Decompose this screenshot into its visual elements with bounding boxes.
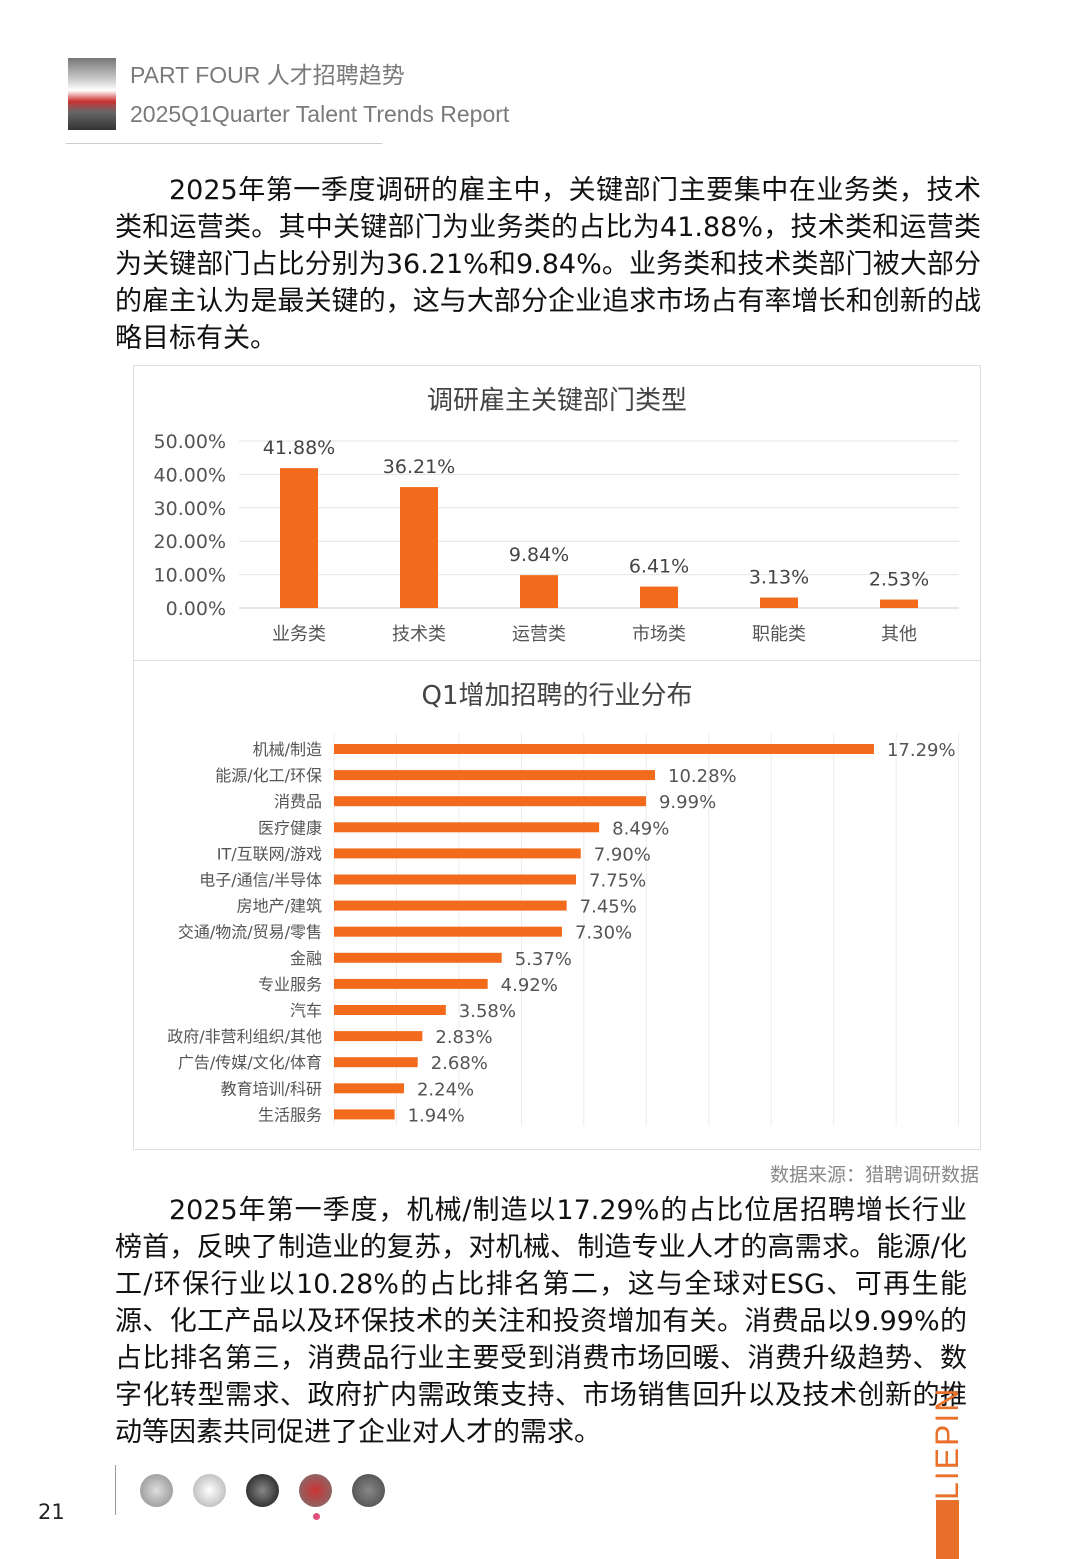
bar-4: [760, 597, 798, 608]
x-tick-label: 业务类: [272, 624, 326, 645]
data-label: 3.13%: [749, 567, 809, 589]
data-label: 7.30%: [575, 923, 632, 944]
bar-12: [334, 1057, 418, 1068]
section-title: PART FOUR 人才招聘趋势: [130, 62, 405, 88]
category-label: 金融: [290, 949, 322, 968]
data-label: 2.68%: [431, 1053, 488, 1074]
brand-accent-bar: [936, 1500, 959, 1559]
data-label: 4.92%: [501, 975, 558, 996]
bar-2: [520, 575, 558, 608]
bar-14: [334, 1109, 395, 1120]
x-tick-label: 其他: [881, 624, 917, 645]
analysis-paragraph: 2025年第一季度，机械/制造以17.29%的占比位居招聘增长行业榜首，反映了制…: [115, 1195, 967, 1448]
bar-11: [334, 1031, 423, 1042]
data-label: 5.37%: [515, 949, 572, 970]
page-number: 21: [38, 1500, 65, 1524]
category-label: 医疗健康: [258, 818, 322, 837]
nav-thumb-3[interactable]: [246, 1474, 279, 1507]
data-label: 7.45%: [580, 897, 637, 918]
category-label: 能源/化工/环保: [215, 766, 322, 785]
bar-1: [334, 770, 656, 781]
category-label: 房地产/建筑: [237, 897, 322, 916]
brand-logo-text: LIEPIN: [929, 1390, 963, 1500]
x-tick-label: 技术类: [392, 624, 446, 645]
chart2-svg: 机械/制造 17.29% 能源/化工/环保 10.28% 消费品 9.99% 医疗健康 8.4…: [167, 733, 960, 1126]
data-label: 41.88%: [263, 437, 335, 459]
data-label: 7.75%: [589, 871, 646, 892]
chart2-title: Q1增加招聘的行业分布: [421, 681, 693, 711]
nav-thumb-4-active[interactable]: [299, 1474, 332, 1507]
y-tick-label: 40.00%: [154, 464, 226, 486]
bar-3: [640, 586, 678, 608]
category-label: 教育培训/科研: [221, 1079, 322, 1098]
bar-1: [400, 487, 438, 608]
bar-6: [334, 900, 567, 911]
data-label: 17.29%: [887, 740, 956, 761]
category-label: 机械/制造: [253, 740, 322, 759]
bar-8: [334, 952, 502, 963]
data-label: 36.21%: [383, 456, 455, 478]
report-subtitle: 2025Q1Quarter Talent Trends Report: [130, 101, 510, 127]
data-label: 2.83%: [435, 1027, 492, 1048]
chart-key-departments: 调研雇主关键部门类型 0.00% 10.00% 20.00% 30.00% 40.00%…: [133, 365, 981, 661]
category-label: 广告/传媒/文化/体育: [178, 1053, 322, 1072]
y-tick-label: 10.00%: [154, 565, 226, 587]
data-label: 2.53%: [869, 569, 929, 591]
y-tick-label: 20.00%: [154, 531, 226, 553]
bar-13: [334, 1083, 404, 1094]
data-label: 2.24%: [417, 1079, 474, 1100]
data-label: 9.99%: [659, 792, 716, 813]
chart1-svg: 0.00% 10.00% 20.00% 30.00% 40.00% 50.00% 41.88…: [154, 431, 959, 645]
footer-divider: [115, 1465, 116, 1515]
bar-0: [334, 744, 874, 754]
bar-4: [334, 848, 581, 859]
data-label: 8.49%: [612, 818, 669, 839]
header-thumbnail-image: [68, 58, 116, 130]
category-label: 生活服务: [258, 1105, 322, 1124]
bar-3: [334, 822, 600, 833]
data-label: 7.90%: [594, 844, 651, 865]
chart1-title: 调研雇主关键部门类型: [426, 386, 687, 416]
y-tick-label: 50.00%: [154, 431, 226, 453]
active-page-indicator: [313, 1513, 320, 1520]
bar-7: [334, 926, 562, 937]
data-label: 3.58%: [459, 1001, 516, 1022]
nav-thumb-1[interactable]: [140, 1474, 173, 1507]
category-label: 专业服务: [258, 975, 322, 994]
x-tick-label: 市场类: [632, 624, 686, 645]
data-label: 1.94%: [408, 1105, 465, 1126]
x-tick-label: 运营类: [512, 624, 566, 645]
header-divider: [66, 143, 382, 144]
bar-2: [334, 796, 646, 807]
intro-paragraph: 2025年第一季度调研的雇主中，关键部门主要集中在业务类，技术类和运营类。其中关…: [115, 175, 981, 354]
bar-5: [334, 874, 577, 885]
category-label: 电子/通信/半导体: [199, 871, 322, 890]
category-label: 政府/非营利组织/其他: [167, 1027, 322, 1046]
data-label: 10.28%: [668, 766, 737, 787]
category-label: 汽车: [290, 1001, 322, 1020]
nav-thumb-5[interactable]: [352, 1474, 385, 1507]
data-label: 9.84%: [509, 544, 569, 566]
chart-industry-distribution: Q1增加招聘的行业分布 机械/制造 17.29% 能源/化工/环保 10.28% 消费品…: [133, 660, 981, 1150]
y-tick-label: 30.00%: [154, 498, 226, 520]
category-label: 消费品: [274, 792, 322, 811]
x-tick-label: 职能类: [752, 624, 806, 645]
data-source: 数据来源：猎聘调研数据: [769, 1164, 979, 1186]
y-tick-label: 0.00%: [166, 598, 226, 620]
category-label: IT/互联网/游戏: [217, 844, 322, 863]
bar-9: [334, 978, 488, 989]
nav-thumb-2[interactable]: [193, 1474, 226, 1507]
category-label: 交通/物流/贸易/零售: [178, 923, 322, 942]
bar-5: [880, 599, 918, 608]
bar-10: [334, 1005, 446, 1015]
data-label: 6.41%: [629, 556, 689, 578]
bar-0: [280, 468, 318, 608]
